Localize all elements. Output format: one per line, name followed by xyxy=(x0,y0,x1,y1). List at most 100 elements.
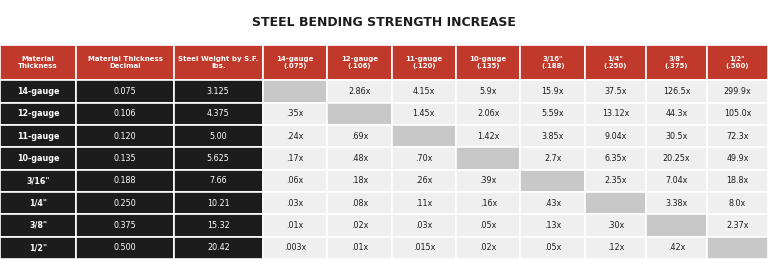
Text: 126.5x: 126.5x xyxy=(663,87,690,96)
Bar xyxy=(521,214,585,237)
Text: 3.85x: 3.85x xyxy=(541,132,564,141)
Bar xyxy=(456,214,521,237)
Bar xyxy=(456,170,521,192)
Text: 12-gauge: 12-gauge xyxy=(17,109,59,118)
Text: 1.42x: 1.42x xyxy=(477,132,499,141)
Text: 4.375: 4.375 xyxy=(207,109,230,118)
Bar xyxy=(327,45,392,80)
Text: 10-gauge: 10-gauge xyxy=(17,154,59,163)
Bar xyxy=(263,170,327,192)
Bar xyxy=(646,170,707,192)
Bar xyxy=(76,80,174,103)
Text: 3.125: 3.125 xyxy=(207,87,230,96)
Bar xyxy=(456,147,521,170)
Text: .05x: .05x xyxy=(479,221,497,230)
Text: .13x: .13x xyxy=(544,221,561,230)
Bar xyxy=(392,170,456,192)
Text: 8.0x: 8.0x xyxy=(729,199,746,208)
Text: 3/8": 3/8" xyxy=(29,221,47,230)
Bar xyxy=(263,214,327,237)
Bar xyxy=(174,45,263,80)
Text: .03x: .03x xyxy=(415,221,432,230)
Text: .02x: .02x xyxy=(351,221,368,230)
Bar xyxy=(0,125,76,147)
Text: 15.32: 15.32 xyxy=(207,221,230,230)
Text: 0.188: 0.188 xyxy=(114,176,136,185)
Text: 5.625: 5.625 xyxy=(207,154,230,163)
Text: 3/16"
(.188): 3/16" (.188) xyxy=(541,56,564,69)
Bar xyxy=(327,103,392,125)
Bar xyxy=(327,147,392,170)
Bar xyxy=(707,192,768,214)
Text: 20.42: 20.42 xyxy=(207,243,230,252)
Text: .05x: .05x xyxy=(544,243,561,252)
Bar xyxy=(521,170,585,192)
Text: 5.59x: 5.59x xyxy=(541,109,564,118)
Bar xyxy=(456,45,521,80)
Bar xyxy=(707,170,768,192)
Bar xyxy=(521,125,585,147)
Text: Material
Thickness: Material Thickness xyxy=(18,56,58,69)
Text: .35x: .35x xyxy=(286,109,303,118)
Text: 0.075: 0.075 xyxy=(114,87,137,96)
Bar xyxy=(392,237,456,259)
Text: 2.06x: 2.06x xyxy=(477,109,499,118)
Bar xyxy=(76,147,174,170)
Bar xyxy=(263,192,327,214)
Bar xyxy=(263,237,327,259)
Bar xyxy=(76,237,174,259)
Text: 3/16": 3/16" xyxy=(26,176,50,185)
Text: 72.3x: 72.3x xyxy=(727,132,749,141)
Text: .30x: .30x xyxy=(607,221,624,230)
Text: 15.9x: 15.9x xyxy=(541,87,564,96)
Bar xyxy=(0,214,76,237)
Text: 1/4"
(.250): 1/4" (.250) xyxy=(604,56,627,69)
Text: .69x: .69x xyxy=(351,132,368,141)
Bar xyxy=(585,125,646,147)
Text: 0.500: 0.500 xyxy=(114,243,137,252)
Bar xyxy=(585,103,646,125)
Bar xyxy=(521,80,585,103)
Bar xyxy=(707,80,768,103)
Text: 0.106: 0.106 xyxy=(114,109,136,118)
Bar xyxy=(456,103,521,125)
Bar xyxy=(585,147,646,170)
Text: 2.86x: 2.86x xyxy=(348,87,371,96)
Text: Material Thickness
Decimal: Material Thickness Decimal xyxy=(88,56,163,69)
Text: .42x: .42x xyxy=(667,243,685,252)
Text: .11x: .11x xyxy=(415,199,432,208)
Text: 299.9x: 299.9x xyxy=(723,87,751,96)
Bar xyxy=(0,80,76,103)
Bar xyxy=(585,237,646,259)
Text: .70x: .70x xyxy=(415,154,432,163)
Bar xyxy=(327,80,392,103)
Bar xyxy=(76,45,174,80)
Text: 9.04x: 9.04x xyxy=(604,132,627,141)
Bar xyxy=(76,192,174,214)
Bar xyxy=(174,125,263,147)
Text: 2.7x: 2.7x xyxy=(544,154,561,163)
Bar xyxy=(646,103,707,125)
Bar xyxy=(263,147,327,170)
Text: .003x: .003x xyxy=(284,243,306,252)
Bar xyxy=(0,45,76,80)
Text: .16x: .16x xyxy=(480,199,497,208)
Bar xyxy=(392,147,456,170)
Text: STEEL BENDING STRENGTH INCREASE: STEEL BENDING STRENGTH INCREASE xyxy=(252,16,516,29)
Bar xyxy=(585,80,646,103)
Bar xyxy=(456,125,521,147)
Text: .12x: .12x xyxy=(607,243,624,252)
Text: 18.8x: 18.8x xyxy=(727,176,749,185)
Text: 2.37x: 2.37x xyxy=(727,221,749,230)
Text: 1.45x: 1.45x xyxy=(412,109,435,118)
Bar xyxy=(521,237,585,259)
Text: 44.3x: 44.3x xyxy=(665,109,687,118)
Bar xyxy=(327,214,392,237)
Bar xyxy=(585,170,646,192)
Text: .015x: .015x xyxy=(412,243,435,252)
Bar xyxy=(456,192,521,214)
Text: 5.00: 5.00 xyxy=(210,132,227,141)
Text: 11-gauge: 11-gauge xyxy=(17,132,59,141)
Text: .08x: .08x xyxy=(351,199,368,208)
Text: 13.12x: 13.12x xyxy=(602,109,629,118)
